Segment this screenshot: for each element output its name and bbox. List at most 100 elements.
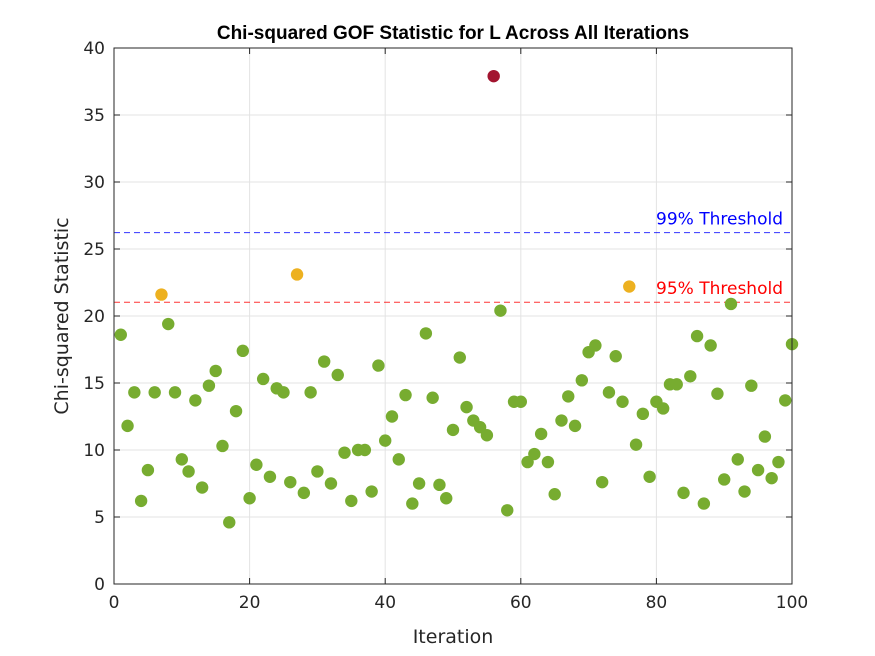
data-point <box>338 446 351 459</box>
data-point <box>697 497 711 510</box>
data-point <box>216 439 229 453</box>
y-tick-label: 0 <box>94 575 105 595</box>
data-point <box>229 404 243 418</box>
data-point <box>236 344 250 358</box>
data-point <box>175 453 188 466</box>
data-point <box>589 339 602 352</box>
data-point <box>616 395 629 408</box>
x-tick-label: 0 <box>109 593 120 613</box>
data-point <box>731 453 744 466</box>
data-point <box>399 388 412 402</box>
data-point <box>311 465 324 478</box>
data-points <box>114 69 799 529</box>
data-point <box>758 430 772 443</box>
data-point <box>256 372 270 386</box>
data-point <box>446 423 460 437</box>
data-point <box>480 429 494 442</box>
data-point <box>372 359 385 372</box>
data-point <box>562 390 575 403</box>
data-point <box>134 494 148 508</box>
data-point <box>677 486 690 500</box>
data-point <box>453 351 466 364</box>
data-point <box>162 317 175 331</box>
y-axis-label: Chi-squared Statistic <box>51 217 73 414</box>
data-point <box>494 304 507 317</box>
data-point <box>317 355 331 368</box>
y-tick-label: 20 <box>83 307 105 327</box>
x-tick-label: 80 <box>646 593 668 613</box>
data-point <box>595 475 609 489</box>
data-point <box>168 386 182 399</box>
data-point <box>711 387 724 400</box>
data-point <box>297 486 311 500</box>
data-point <box>575 374 589 387</box>
data-point <box>189 394 202 407</box>
tick-marks <box>113 47 793 585</box>
data-point <box>623 280 636 293</box>
data-point <box>433 478 446 492</box>
data-point <box>128 386 141 399</box>
data-point <box>534 427 548 441</box>
data-point <box>738 485 751 498</box>
data-point <box>385 410 399 423</box>
data-point <box>195 481 209 494</box>
data-point <box>358 443 372 457</box>
data-point <box>345 494 358 508</box>
data-point <box>528 447 541 461</box>
data-point <box>779 394 792 407</box>
data-point <box>602 386 616 399</box>
data-point <box>263 470 277 483</box>
data-point <box>690 329 704 343</box>
data-point <box>277 386 290 399</box>
data-point <box>324 477 338 490</box>
data-point <box>541 455 555 469</box>
data-point <box>514 395 527 408</box>
chart-title: Chi-squared GOF Statistic for L Across A… <box>217 23 689 44</box>
x-tick-label: 40 <box>374 593 396 613</box>
data-point <box>440 492 453 505</box>
threshold-95-label: 95% Threshold <box>656 279 783 299</box>
data-point <box>670 378 683 391</box>
data-point <box>290 268 304 281</box>
data-point <box>656 402 670 415</box>
data-point <box>772 455 785 469</box>
data-point <box>629 438 643 451</box>
data-point <box>609 350 622 363</box>
data-point <box>745 379 758 392</box>
data-point <box>419 327 433 340</box>
data-point <box>568 419 582 433</box>
data-point <box>148 386 161 399</box>
y-tick-label: 40 <box>83 39 105 59</box>
data-point <box>412 477 426 490</box>
y-tick-label: 35 <box>83 106 105 126</box>
y-tick-label: 10 <box>83 441 105 461</box>
data-point <box>121 419 134 433</box>
data-point <box>684 370 697 383</box>
data-point <box>365 485 378 498</box>
x-tick-label: 60 <box>510 593 532 613</box>
data-point <box>379 434 392 447</box>
threshold-99-label: 99% Threshold <box>656 210 783 230</box>
data-point <box>114 328 127 341</box>
data-point <box>209 364 222 378</box>
x-tick-label: 20 <box>239 593 261 613</box>
data-point <box>223 516 236 529</box>
data-point <box>304 386 317 399</box>
data-point <box>704 339 717 352</box>
data-point <box>426 391 439 404</box>
y-tick-label: 25 <box>83 240 105 260</box>
data-point <box>331 368 344 382</box>
data-point <box>487 69 500 83</box>
x-axis-label: Iteration <box>413 626 494 648</box>
y-tick-label: 15 <box>83 374 105 394</box>
data-point <box>643 470 656 483</box>
data-point <box>751 463 765 477</box>
data-point <box>636 407 650 421</box>
y-tick-label: 30 <box>83 173 105 193</box>
data-point <box>250 458 263 471</box>
y-tick-label: 5 <box>94 508 105 528</box>
data-point <box>724 297 738 311</box>
data-point <box>284 475 297 489</box>
data-point <box>765 471 778 485</box>
data-point <box>392 453 405 466</box>
